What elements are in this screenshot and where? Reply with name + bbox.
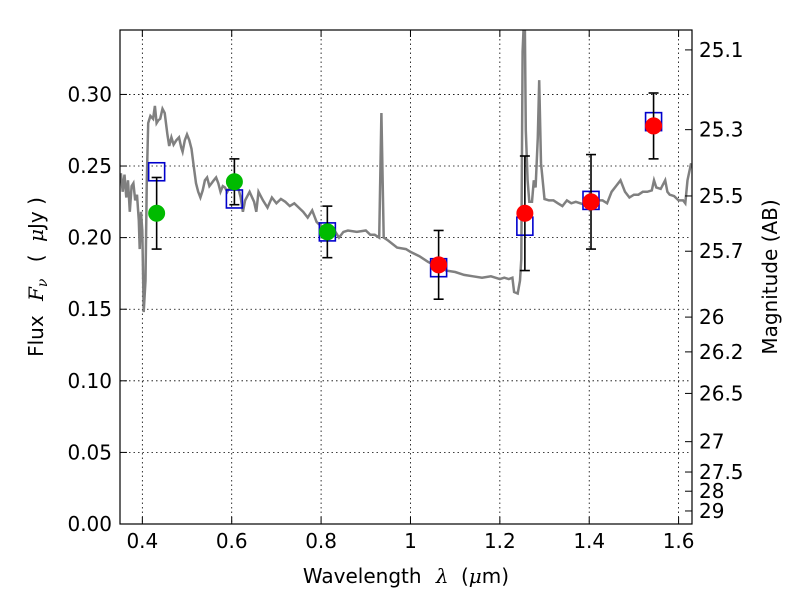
y-tick-label: 0.10: [67, 369, 112, 393]
mag-tick-label: 26.2: [699, 340, 744, 364]
x-axis-title: Wavelength λ (μm): [303, 564, 509, 588]
x-tick-label: 1.2: [484, 529, 516, 553]
right-axis-title: Magnitude (AB): [758, 199, 782, 354]
y-axis-title-text: Flux: [24, 315, 48, 357]
y-tick-label: 0.20: [67, 226, 112, 250]
observed-point: [318, 223, 336, 241]
y-axis-title-subscript: ν: [35, 278, 51, 287]
y-tick-label: 0.00: [67, 512, 112, 536]
y-tick-label: 0.25: [67, 154, 112, 178]
x-tick-label: 1.6: [663, 529, 695, 553]
y-axis-title-symbol: F: [24, 286, 48, 302]
mag-tick-label: 25.5: [699, 184, 744, 208]
observed-points: [148, 117, 663, 274]
y-tick-label: 0.15: [67, 297, 112, 321]
x-tick-label: 0.8: [305, 529, 337, 553]
mag-tick-label: 25.1: [699, 38, 744, 62]
observed-point: [516, 204, 534, 222]
mag-tick-label: 26: [699, 305, 724, 329]
plot-area: [120, 30, 692, 313]
x-tick-label: 1.4: [573, 529, 605, 553]
x-tick-label: 0.4: [126, 529, 158, 553]
x-axis-title-unit-open: (: [461, 564, 469, 588]
observed-point: [148, 204, 166, 222]
x-tick-label: 1: [404, 529, 417, 553]
x-tick-label: 0.6: [216, 529, 248, 553]
mag-tick-label: 29: [699, 499, 724, 523]
x-axis-title-unit-rest: m): [482, 564, 509, 588]
y-tick-label: 0.05: [67, 440, 112, 464]
mag-tick-label: 25.7: [699, 239, 744, 263]
plot-frame: [119, 29, 693, 525]
observed-point: [430, 256, 448, 274]
plot-background: [120, 30, 692, 524]
observed-point: [582, 193, 600, 211]
observed-point: [645, 117, 663, 135]
y-tick-label: 0.30: [67, 82, 112, 106]
observed-point: [225, 173, 243, 191]
x-axis-title-text: Wavelength: [303, 564, 422, 588]
y-axis-title: Flux Fν ( μJy ): [24, 197, 52, 357]
mag-tick-label: 26.5: [699, 381, 744, 405]
mag-tick-label: 25.3: [699, 118, 744, 142]
x-axis-title-unit-mu: μ: [469, 564, 482, 588]
mag-tick-label: 28: [699, 479, 724, 503]
mag-tick-label: 27: [699, 430, 724, 454]
y-axis-title-unit-rest: Jy ): [24, 197, 48, 231]
mag-tick-label: 27.5: [699, 460, 744, 484]
y-axis-title-unit-open: (: [24, 254, 48, 262]
y-axis-title-unit-mu: μ: [24, 229, 48, 242]
axis-ticks: 0.4 0.6 0.8 1 1.2 1.4 1.6 0.00 0.05 0.10 0.15 0.20 0…: [67, 30, 744, 553]
x-axis-title-symbol: λ: [435, 564, 449, 588]
